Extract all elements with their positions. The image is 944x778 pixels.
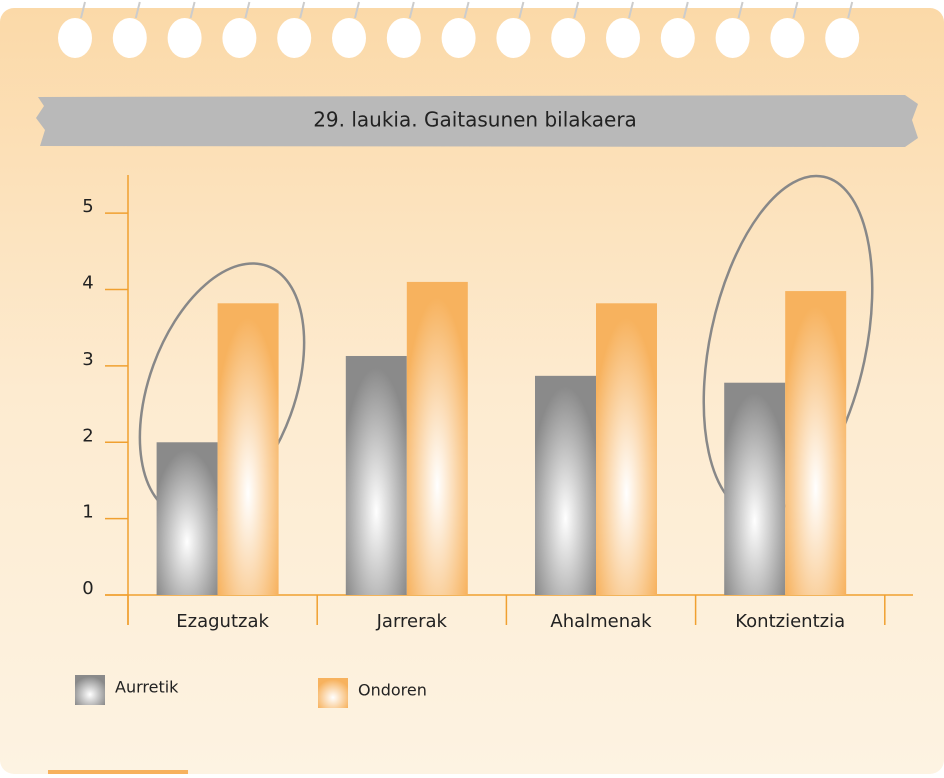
hole-hook [737, 1, 744, 19]
y-tick-label: 5 [82, 196, 93, 217]
bar [596, 303, 657, 595]
hole [496, 18, 531, 58]
chart-title: 29. laukia. Gaitasunen bilakaera [313, 108, 637, 132]
y-tick-label: 1 [82, 502, 93, 523]
hole [825, 18, 860, 58]
hole-hook [847, 1, 854, 19]
hole-hook [573, 1, 580, 19]
bar [535, 375, 596, 595]
bar [345, 355, 407, 595]
hole-hook [134, 1, 141, 19]
x-tick-label: Ahalmenak [550, 611, 652, 632]
x-tick-label: Jarrerak [376, 611, 448, 632]
bar [156, 442, 218, 595]
title-banner [36, 95, 918, 147]
legend-swatch [75, 675, 105, 705]
y-tick-label: 3 [82, 349, 93, 370]
hole-hook [408, 1, 415, 19]
bar [406, 281, 468, 595]
hole-hook [80, 1, 86, 19]
hole [277, 18, 312, 58]
hole-hook [244, 1, 251, 19]
hole [770, 18, 805, 58]
hole [167, 18, 202, 58]
hole-hook [792, 1, 799, 19]
hole-hook [354, 1, 360, 19]
legend-swatch [318, 678, 348, 708]
hole [112, 18, 147, 58]
hole-hook [682, 1, 689, 19]
y-tick-label: 4 [82, 273, 93, 294]
hole [660, 18, 695, 58]
hole-hook [463, 1, 470, 19]
hole-hook [299, 1, 306, 19]
y-tick-label: 2 [82, 425, 93, 446]
footer-rule [48, 770, 188, 774]
hole-hook [518, 1, 525, 19]
y-tick-label: 0 [82, 578, 93, 599]
hole [222, 18, 257, 58]
bar [785, 291, 847, 595]
hole [332, 18, 366, 58]
hole-hook [189, 1, 196, 19]
bar [724, 382, 786, 595]
hole [58, 18, 92, 58]
legend-label: Aurretik [115, 678, 179, 697]
hole [606, 18, 640, 58]
hole [441, 18, 476, 58]
hole [386, 18, 421, 58]
legend-label: Ondoren [358, 681, 427, 700]
hole [715, 18, 750, 58]
hole [551, 18, 586, 58]
bar [217, 303, 279, 595]
x-tick-label: Ezagutzak [176, 611, 269, 632]
binding-holes [58, 1, 860, 58]
hole-hook [628, 1, 634, 19]
x-tick-label: Kontzientzia [735, 611, 845, 632]
